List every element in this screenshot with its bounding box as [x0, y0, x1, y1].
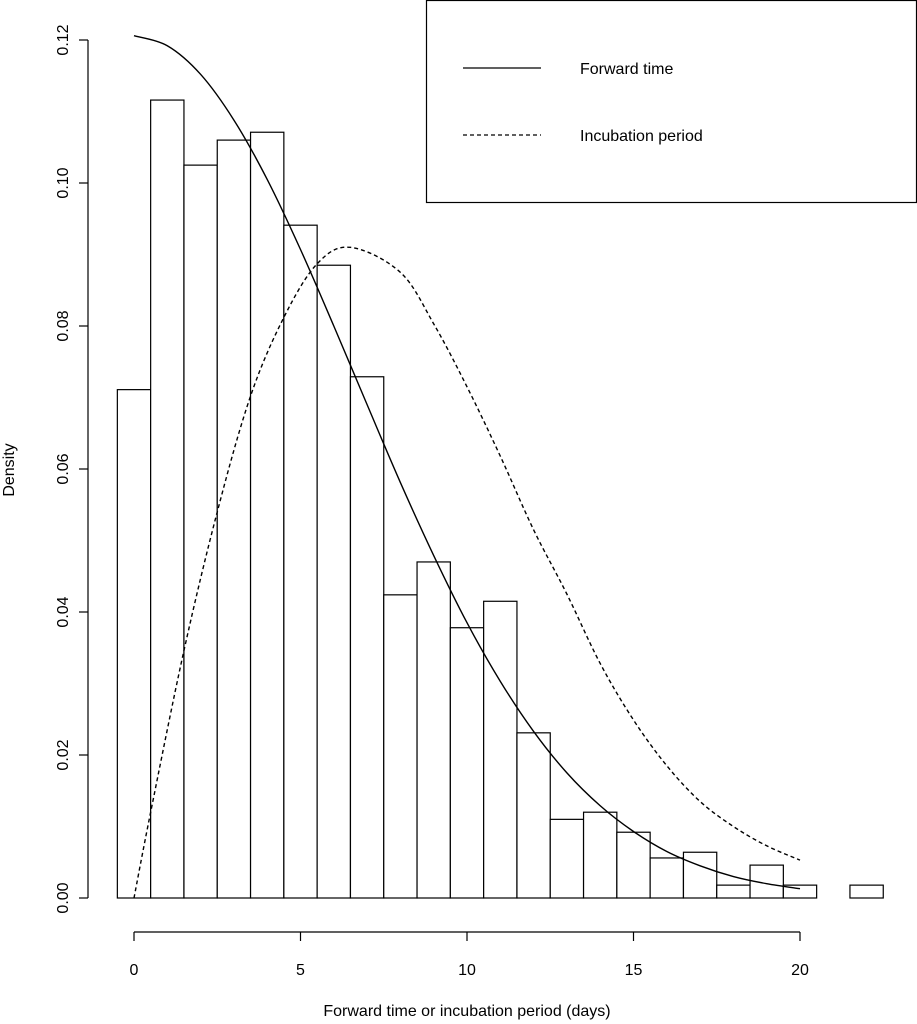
y-axis: 0.00 0.02 0.04 0.06 0.08 0.10 0.12 [55, 24, 89, 914]
histogram-bar [716, 884, 751, 899]
x-axis: 0 5 10 15 20 [130, 931, 809, 979]
x-tick-label: 5 [296, 962, 305, 979]
x-axis-label: Forward time or incubation period (days) [323, 1003, 610, 1020]
histogram-bar [216, 139, 252, 899]
curve-forward-time [133, 35, 801, 890]
histogram-bar [249, 131, 285, 899]
histogram-bar [649, 857, 685, 899]
histogram-bar [316, 264, 352, 899]
y-axis-label: Density [1, 443, 18, 496]
legend-label-incubation-period: Incubation period [580, 128, 703, 145]
histogram-bar [782, 884, 818, 899]
histogram-bar [383, 594, 418, 899]
y-tick-label: 0.00 [55, 882, 72, 913]
histogram-bar [516, 732, 551, 899]
histogram-bars [116, 99, 884, 899]
histogram-bar [849, 884, 884, 899]
histogram-bar [582, 811, 618, 899]
histogram-bar [483, 600, 518, 899]
y-tick-label: 0.02 [55, 739, 72, 770]
histogram-bar [150, 99, 185, 899]
legend-box [425, 0, 917, 204]
histogram-bar [116, 389, 152, 899]
y-tick-label: 0.12 [55, 24, 72, 55]
histogram-bar [682, 851, 718, 899]
histogram-bar [616, 831, 651, 899]
y-tick-label: 0.08 [55, 310, 72, 341]
y-tick-label: 0.06 [55, 453, 72, 484]
density-curves [133, 35, 801, 899]
histogram-bar [449, 627, 485, 899]
histogram-bar [416, 561, 451, 899]
y-tick-label: 0.10 [55, 167, 72, 198]
histogram-bar [283, 224, 318, 899]
histogram-bar [349, 376, 385, 899]
legend: Forward time Incubation period [425, 0, 917, 204]
x-tick-label: 15 [625, 962, 643, 979]
x-tick-label: 10 [458, 962, 476, 979]
histogram-bar [549, 818, 585, 899]
x-tick-label: 0 [130, 962, 139, 979]
legend-label-forward-time: Forward time [580, 61, 673, 78]
y-tick-label: 0.04 [55, 596, 72, 627]
x-tick-label: 20 [791, 962, 809, 979]
